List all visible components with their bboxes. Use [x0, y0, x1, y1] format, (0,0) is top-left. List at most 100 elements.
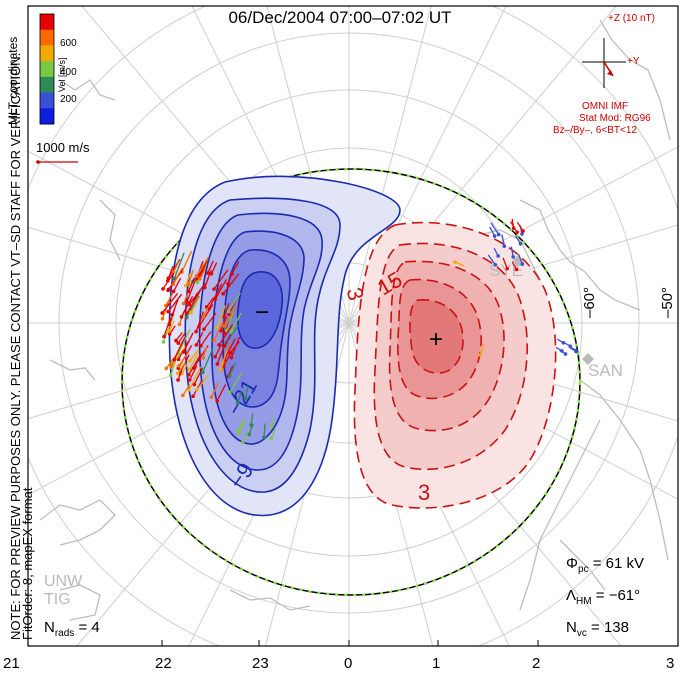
velocity-vector [230, 312, 242, 332]
velocity-vector [162, 272, 175, 290]
velocity-vector [490, 222, 500, 235]
velocity-vector-origin [183, 283, 188, 288]
velocity-vector [242, 430, 249, 443]
velocity-vector-origin [209, 395, 214, 399]
velocity-vector [181, 250, 193, 273]
velocity-vector [177, 329, 191, 354]
velocity-vector-origin [215, 399, 219, 403]
velocity-vector-origin [171, 270, 176, 274]
velocity-vector [202, 306, 210, 318]
velocity-vector-origin [186, 281, 191, 286]
mlt-tick-0: 0 [344, 655, 353, 672]
velocity-vector-origin [161, 340, 166, 344]
velocity-vector-origin [215, 362, 220, 366]
velocity-vector-origin [176, 341, 181, 345]
velocity-vector [502, 257, 508, 269]
velocity-vector-origin [187, 367, 192, 372]
potential-min-marker: − [255, 299, 269, 326]
velocity-vector [189, 365, 198, 381]
velocity-vector [207, 260, 214, 274]
velocity-vector [213, 321, 224, 341]
velocity-vector-origin [221, 291, 226, 296]
velocity-vector [173, 277, 182, 292]
colorbar-frame [39, 13, 55, 125]
coastlines [39, 19, 671, 621]
velocity-vector [223, 306, 238, 327]
velocity-vector [208, 283, 223, 309]
velocity-vector [197, 264, 206, 277]
velocity-vector-origin [227, 374, 232, 378]
velocity-vector-origin [561, 340, 566, 345]
velocity-vector-origin [199, 343, 203, 348]
velocity-vector [213, 269, 229, 290]
velocity-vector-origin [505, 266, 510, 271]
velocity-vector-origin [187, 373, 191, 377]
velocity-vector [168, 320, 175, 332]
velocity-vector [163, 317, 172, 337]
velocity-vector [196, 256, 210, 277]
velocity-vector-origin [493, 262, 498, 267]
velocity-vector [501, 234, 505, 247]
velocity-vector-origin [171, 282, 176, 287]
velocity-vector [186, 290, 201, 315]
velocity-vector [216, 384, 227, 402]
velocity-vector-origin [170, 312, 175, 317]
imf-y-label: +Y [627, 56, 640, 67]
plot-frame [27, 5, 679, 647]
velocity-vector-origin [229, 329, 234, 334]
velocity-vector [195, 311, 205, 332]
cross-polar-potential: Φpc = 61 kV [566, 555, 644, 575]
colorbar-segment [40, 14, 54, 31]
imf-stat-mod-label: Stat Mod: RG96 [579, 113, 651, 124]
velocity-vector-origin [574, 348, 578, 353]
velocity-vector-origin [520, 262, 525, 266]
velocity-vector [180, 296, 194, 318]
mlt-axis-ticks [27, 640, 679, 646]
latitude-label-60: –60° [581, 287, 598, 318]
velocity-vector-origin [176, 378, 180, 382]
velocity-vector [188, 352, 199, 370]
velocity-vector [214, 279, 227, 300]
velocity-vector-origin [243, 396, 248, 401]
velocity-vector-origin [521, 229, 525, 233]
velocity-vector-origin [453, 260, 457, 264]
velocity-vector [248, 423, 254, 435]
velocity-vector-origin [194, 343, 199, 347]
velocity-vector [187, 277, 195, 292]
velocity-vector-origin [162, 334, 166, 339]
velocity-vector [216, 344, 226, 365]
velocity-vector-origin [181, 393, 185, 398]
velocity-vector [161, 293, 179, 314]
velocity-vector [263, 423, 266, 438]
velocity-vector [167, 293, 183, 313]
velocity-vector [181, 363, 188, 374]
velocity-vector-origin [496, 232, 501, 237]
velocity-vector [186, 295, 200, 318]
imf-condition-label: Bz–/By–, 6<BT<12 [553, 125, 637, 136]
velocity-vector [178, 351, 190, 367]
velocity-vector [170, 360, 177, 376]
velocity-vector [200, 331, 212, 347]
velocity-vector-origin [169, 364, 174, 368]
velocity-vector-origin [202, 327, 206, 331]
velocity-vector [173, 252, 185, 279]
velocity-vector-origin [478, 353, 482, 357]
velocity-vector-origin [166, 309, 170, 314]
velocity-vector [216, 305, 226, 328]
velocity-vector [219, 349, 228, 370]
velocity-vector [204, 269, 212, 288]
velocity-vector-origin [177, 322, 182, 327]
velocity-vector-origin [195, 388, 199, 392]
colorbar-tick-200: 200 [60, 94, 77, 105]
velocity-vector [237, 419, 245, 432]
velocity-colorbar [39, 13, 55, 125]
velocity-vector-origin [520, 232, 524, 236]
vector-count: Nvc = 138 [566, 619, 629, 639]
velocity-vector-origin [222, 331, 226, 335]
velocity-vector [222, 273, 240, 295]
velocity-vector [171, 299, 179, 316]
velocity-vector-origin [247, 432, 251, 437]
velocity-vector-origin [195, 280, 200, 285]
velocity-vector-origin [496, 254, 500, 258]
